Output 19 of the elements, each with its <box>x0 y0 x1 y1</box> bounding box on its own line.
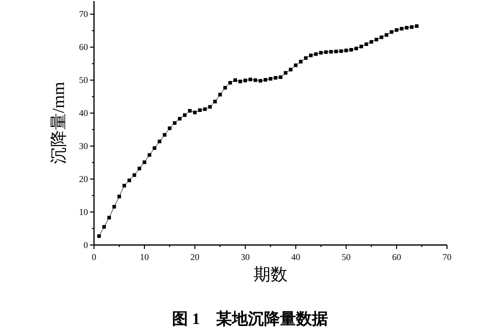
y-tick-label: 40 <box>79 108 88 118</box>
x-tick-label: 20 <box>190 252 200 262</box>
y-tick-label: 60 <box>79 42 88 52</box>
x-tick-label: 60 <box>392 252 402 262</box>
x-tick-label: 10 <box>140 252 150 262</box>
y-axis-title: 沉降量/mm <box>49 82 68 164</box>
y-tick-label: 70 <box>79 9 88 20</box>
x-tick-label: 30 <box>240 252 250 262</box>
x-tick-label: 70 <box>442 252 452 262</box>
x-tick-label: 50 <box>342 252 352 262</box>
x-tick-label: 40 <box>291 252 301 262</box>
x-axis-title: 期数 <box>254 265 288 284</box>
x-tick-label: 0 <box>92 252 97 262</box>
y-tick-label: 10 <box>79 207 88 218</box>
y-tick-label: 0 <box>84 240 88 250</box>
y-tick-label: 30 <box>79 141 88 152</box>
y-tick-label: 20 <box>79 174 88 184</box>
y-tick-label: 50 <box>79 75 88 86</box>
text: 图 1 某地沉降量数据 <box>172 310 328 328</box>
